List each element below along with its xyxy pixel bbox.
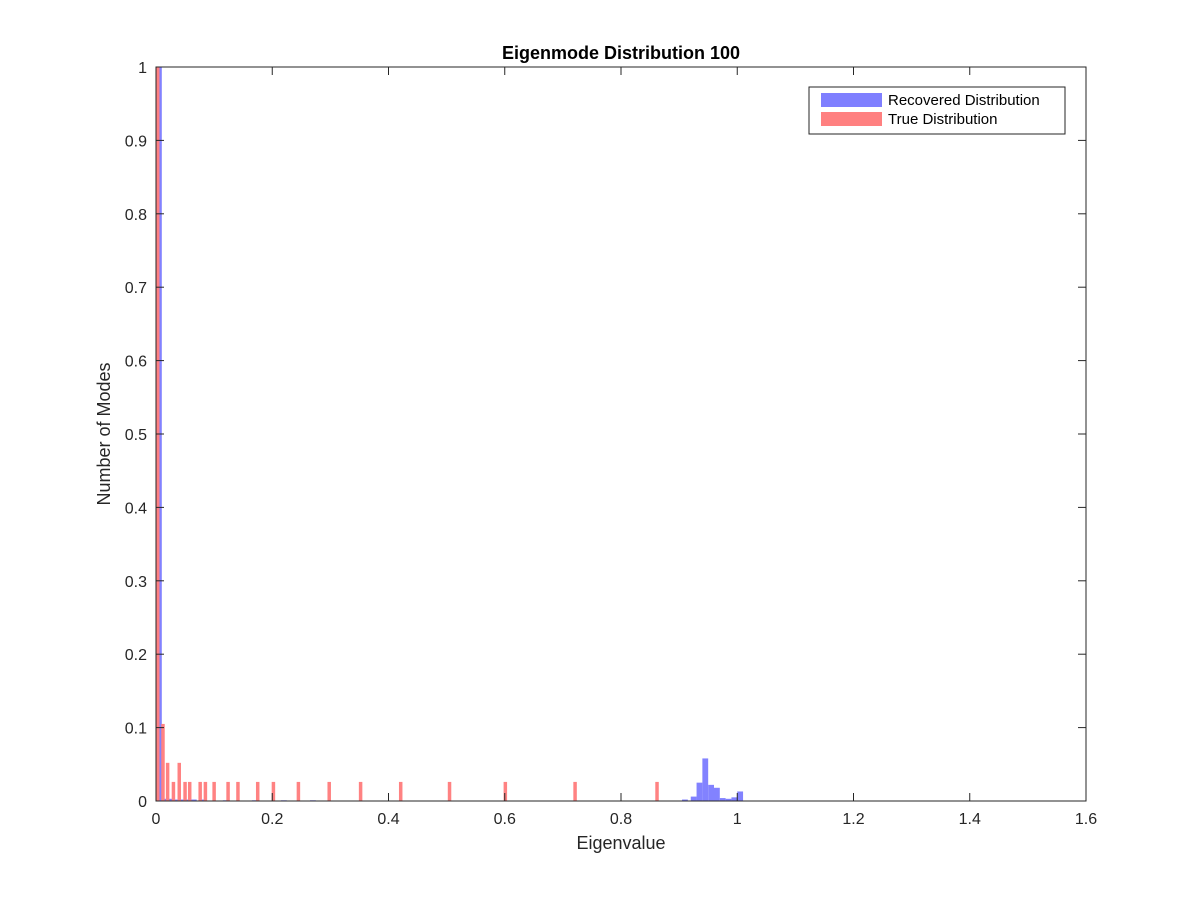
true-bar-14 (296, 781, 301, 801)
x-tick-label: 0.6 (494, 811, 516, 828)
legend-swatch (821, 93, 882, 107)
true-bar-17 (398, 781, 403, 801)
y-tick-label: 0.6 (125, 354, 147, 371)
true-bar-19 (503, 781, 508, 801)
true-bar-20 (573, 781, 577, 801)
true-bar-11 (236, 781, 240, 801)
x-tick-label: 0.2 (261, 811, 283, 828)
true-bar-7 (198, 781, 202, 801)
y-tick-label: 0.1 (125, 721, 147, 738)
recovered-bar-18 (719, 798, 726, 801)
y-tick-label: 0.8 (125, 207, 147, 224)
recovered-bar-13 (690, 796, 697, 801)
true-bar-5 (183, 781, 187, 801)
recovered-bar-21 (737, 791, 744, 801)
true-bar-13 (271, 781, 276, 801)
true-bar-21 (655, 781, 659, 801)
true-bar-15 (327, 781, 331, 801)
recovered-bar-6 (190, 799, 197, 801)
true-bar-9 (212, 781, 216, 801)
x-tick-label: 0.4 (377, 811, 399, 828)
recovered-bar-15 (702, 758, 709, 801)
true-bar-10 (226, 781, 230, 801)
recovered-bar-5 (185, 799, 191, 801)
y-tick-label: 0.2 (125, 647, 147, 664)
legend-swatch (821, 112, 882, 126)
y-tick-label: 1 (138, 60, 147, 77)
x-axis-label: Eigenvalue (576, 833, 665, 853)
y-axis-label: Number of Modes (94, 362, 114, 505)
x-tick-label: 1 (733, 811, 742, 828)
true-bar-3 (171, 781, 176, 801)
recovered-bar-3 (173, 799, 180, 801)
axes-layer: 0 0.2 0.4 0.6 0.8 1 1.2 1.4 1.6 0 0.1 0.2 0.3 0.4 0.5 0… (125, 60, 1097, 828)
x-tick-label: 1.4 (959, 811, 981, 828)
x-tick-label: 1.6 (1075, 811, 1097, 828)
y-tick-label: 0.3 (125, 574, 147, 591)
legend-label: True Distribution (888, 111, 997, 128)
true-bar-18 (447, 781, 452, 801)
y-tick-label: 0.5 (125, 427, 147, 444)
true-bar-8 (203, 781, 208, 801)
y-tick-label: 0.4 (125, 500, 147, 517)
chart-title: Eigenmode Distribution 100 (502, 43, 740, 63)
true-bar-2 (165, 762, 170, 801)
legend-label: Recovered Distribution (888, 92, 1040, 109)
true-bar-4 (177, 762, 181, 801)
recovered-bar-7 (199, 799, 206, 801)
recovered-bar-14 (696, 782, 703, 801)
x-tick-label: 0.8 (610, 811, 632, 828)
recovered-bar-17 (714, 787, 720, 801)
true-bar-12 (255, 781, 260, 801)
bars-layer (156, 67, 744, 801)
recovered-bar-4 (179, 799, 186, 801)
true-bar-6 (187, 781, 192, 801)
true-bar-16 (358, 781, 363, 801)
recovered-bar-19 (725, 798, 732, 801)
x-tick-label: 1.2 (842, 811, 864, 828)
recovered-bar-20 (731, 797, 738, 801)
true-bar-1 (161, 723, 165, 801)
y-tick-label: 0.9 (125, 133, 147, 150)
recovered-bar-12 (682, 799, 688, 801)
y-tick-label: 0.7 (125, 280, 147, 297)
recovered-bar-2 (167, 798, 174, 801)
recovered-bar-16 (708, 784, 714, 801)
y-tick-label: 0 (138, 794, 147, 811)
legend: Recovered Distribution True Distribution (808, 86, 1066, 135)
plot-box (155, 66, 1087, 802)
x-tick-label: 0 (152, 811, 161, 828)
